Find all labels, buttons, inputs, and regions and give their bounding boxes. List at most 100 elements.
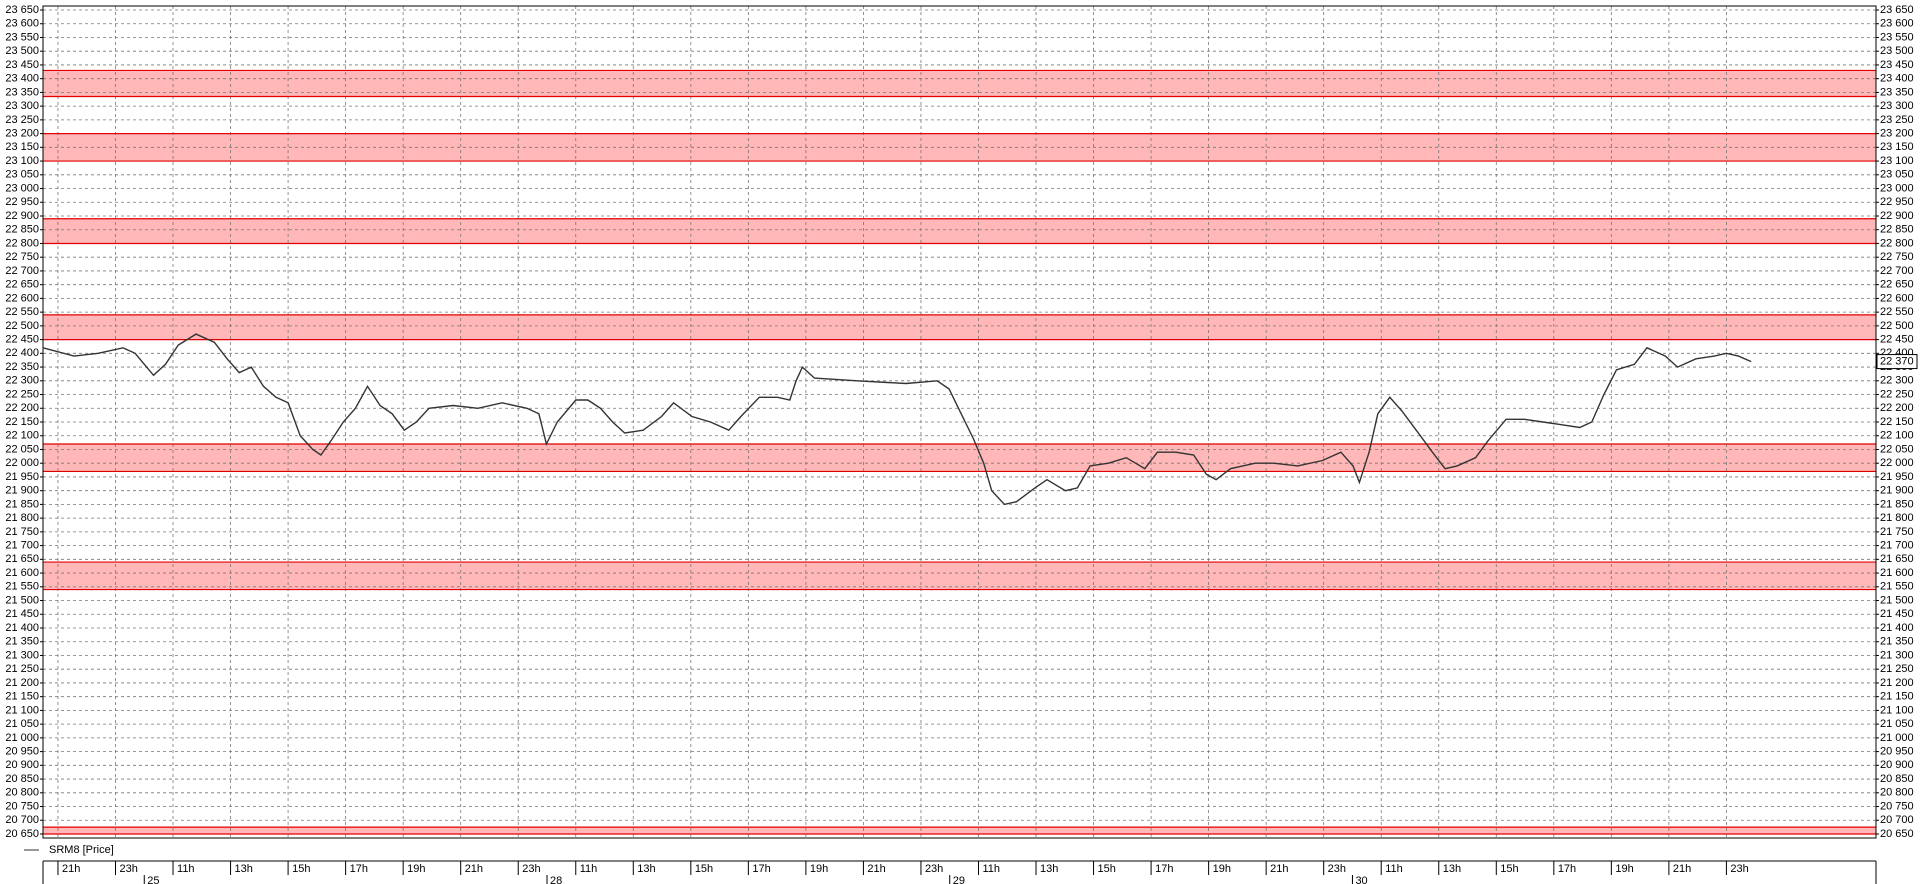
- x-tick-label: 19h: [1213, 863, 1231, 875]
- x-tick-label: 11h: [982, 863, 1000, 875]
- y-tick-label: 22 450: [5, 334, 39, 346]
- y-tick-label: 20 850: [5, 773, 39, 785]
- y-tick-label: 21 250: [1880, 663, 1914, 675]
- y-tick-label: 21 000: [5, 732, 39, 744]
- y-tick-label: 21 600: [5, 567, 39, 579]
- y-tick-label: 22 650: [1880, 279, 1914, 291]
- y-tick-label: 21 300: [1880, 649, 1914, 661]
- y-tick-label: 22 300: [1880, 375, 1914, 387]
- y-tick-label: 22 550: [1880, 306, 1914, 318]
- day-tick-label: 25: [147, 875, 159, 884]
- y-tick-label: 22 650: [5, 279, 39, 291]
- x-tick-label: 13h: [235, 863, 253, 875]
- y-tick-label: 21 400: [5, 622, 39, 634]
- y-tick-label: 21 450: [1880, 608, 1914, 620]
- y-tick-label: 22 200: [1880, 402, 1914, 414]
- y-tick-label: 21 400: [1880, 622, 1914, 634]
- y-tick-label: 23 450: [5, 59, 39, 71]
- y-tick-label: 22 150: [1880, 416, 1914, 428]
- y-tick-label: 22 050: [1880, 443, 1914, 455]
- x-tick-label: 21h: [1270, 863, 1288, 875]
- y-tick-label: 23 400: [5, 73, 39, 85]
- y-tick-label: 23 300: [1880, 100, 1914, 112]
- y-tick-label: 22 700: [1880, 265, 1914, 277]
- x-tick-label: 11h: [177, 863, 195, 875]
- x-tick-label: 23h: [925, 863, 943, 875]
- y-tick-label: 21 600: [1880, 567, 1914, 579]
- plot-frame: [42, 5, 1877, 839]
- y-tick-label: 23 650: [5, 4, 39, 16]
- y-tick-label: 23 350: [1880, 86, 1914, 98]
- x-tick-label: 19h: [810, 863, 828, 875]
- zone: [43, 562, 1876, 590]
- zone: [43, 443, 1876, 472]
- y-tick-label: 21 850: [1880, 498, 1914, 510]
- y-tick-label: 21 350: [1880, 636, 1914, 648]
- y-tick-label: 23 000: [1880, 182, 1914, 194]
- y-tick-label: 22 100: [1880, 430, 1914, 442]
- y-tick-label: 22 850: [1880, 224, 1914, 236]
- y-tick-label: 20 750: [5, 800, 39, 812]
- y-tick-label: 23 650: [1880, 4, 1914, 16]
- legend-label: SRM8 [Price]: [49, 844, 114, 856]
- x-tick-label: 11h: [1385, 863, 1403, 875]
- y-tick-label: 21 100: [5, 704, 39, 716]
- y-tick-label: 21 550: [1880, 581, 1914, 593]
- y-tick-label: 21 150: [5, 691, 39, 703]
- y-tick-label: 22 350: [5, 361, 39, 373]
- y-tick-label: 21 000: [1880, 732, 1914, 744]
- y-tick-label: 20 800: [5, 787, 39, 799]
- y-tick-label: 22 500: [1880, 320, 1914, 332]
- x-tick-label: 21h: [867, 863, 885, 875]
- y-tick-label: 22 300: [5, 375, 39, 387]
- y-tick-label: 22 950: [1880, 196, 1914, 208]
- y-tick-label: 22 250: [1880, 388, 1914, 400]
- y-tick-label: 22 700: [5, 265, 39, 277]
- y-tick-label: 23 200: [5, 128, 39, 140]
- y-tick-label: 22 750: [5, 251, 39, 263]
- x-tick-label: 17h: [1155, 863, 1173, 875]
- zone: [43, 133, 1876, 162]
- last-price-box: [1876, 354, 1918, 370]
- y-tick-label: 21 900: [5, 485, 39, 497]
- y-tick-label: 23 550: [5, 31, 39, 43]
- x-tick-label: 17h: [350, 863, 368, 875]
- x-tick-label: 11h: [580, 863, 598, 875]
- y-tick-label: 20 900: [5, 759, 39, 771]
- x-tick-label: 23h: [522, 863, 540, 875]
- x-tick-label: 15h: [292, 863, 310, 875]
- x-tick-label: 17h: [752, 863, 770, 875]
- y-tick-label: 20 650: [5, 828, 39, 840]
- x-tick-label: 13h: [637, 863, 655, 875]
- y-tick-label: 23 400: [1880, 73, 1914, 85]
- y-tick-label: 23 600: [5, 18, 39, 30]
- y-tick-label: 21 650: [1880, 553, 1914, 565]
- y-tick-label: 22 200: [5, 402, 39, 414]
- y-tick-label: 21 500: [1880, 594, 1914, 606]
- y-tick-label: 22 800: [1880, 237, 1914, 249]
- y-tick-label: 22 950: [5, 196, 39, 208]
- y-tick-label: 20 800: [1880, 787, 1914, 799]
- y-tick-label: 23 550: [1880, 31, 1914, 43]
- y-tick-label: 23 500: [5, 45, 39, 57]
- y-tick-label: 22 900: [5, 210, 39, 222]
- y-tick-label: 21 950: [5, 471, 39, 483]
- y-tick-label: 22 450: [1880, 334, 1914, 346]
- x-tick-label: 15h: [1098, 863, 1116, 875]
- x-tick-label: 21h: [62, 863, 80, 875]
- y-tick-label: 23 100: [1880, 155, 1914, 167]
- y-tick-label: 22 900: [1880, 210, 1914, 222]
- y-tick-label: 21 200: [5, 677, 39, 689]
- y-tick-label: 23 250: [1880, 114, 1914, 126]
- y-tick-label: 21 900: [1880, 485, 1914, 497]
- x-tick-label: 23h: [1328, 863, 1346, 875]
- y-tick-label: 21 450: [5, 608, 39, 620]
- y-tick-label: 22 400: [5, 347, 39, 359]
- y-tick-label: 20 900: [1880, 759, 1914, 771]
- x-tick-label: 19h: [1615, 863, 1633, 875]
- y-tick-label: 22 850: [5, 224, 39, 236]
- y-tick-label: 23 050: [5, 169, 39, 181]
- y-tick-label: 23 050: [1880, 169, 1914, 181]
- y-tick-label: 21 100: [1880, 704, 1914, 716]
